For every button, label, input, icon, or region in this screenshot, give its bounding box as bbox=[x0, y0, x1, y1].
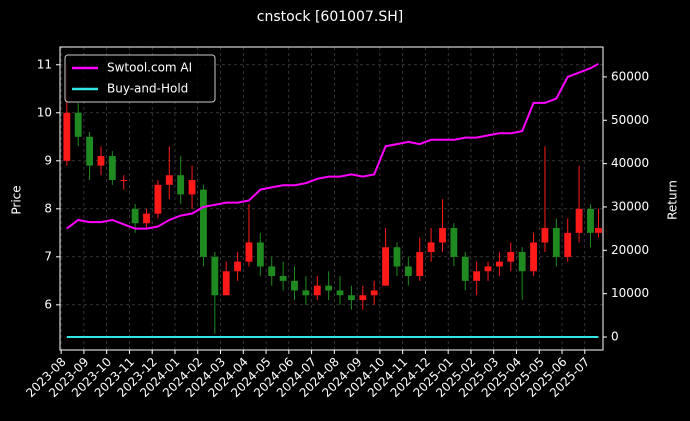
candle-body bbox=[63, 112, 71, 161]
legend-label: Swtool.com AI bbox=[107, 61, 192, 75]
legend-label: Buy-and-Hold bbox=[107, 82, 188, 96]
candle-body bbox=[336, 290, 344, 296]
candle-body bbox=[587, 208, 594, 233]
candle-body bbox=[245, 242, 253, 262]
plot-frame bbox=[59, 46, 604, 351]
candle-body bbox=[359, 295, 367, 301]
y2-tick-label: 20000 bbox=[611, 243, 649, 257]
candle-body bbox=[234, 261, 241, 272]
candle-body bbox=[393, 247, 401, 267]
y2-axis-label: Return bbox=[666, 180, 680, 220]
candle-body bbox=[450, 228, 458, 257]
candle-body bbox=[507, 252, 515, 262]
candle-body bbox=[268, 266, 276, 277]
candle-body bbox=[484, 266, 492, 272]
candle-body bbox=[541, 228, 549, 243]
candle-body bbox=[427, 242, 435, 253]
y2-tick-label: 60000 bbox=[611, 69, 649, 83]
y-axis-label: Price bbox=[10, 185, 24, 214]
line-series bbox=[66, 63, 599, 230]
candle-body bbox=[131, 208, 139, 224]
candle-body bbox=[279, 276, 287, 281]
candle-body bbox=[552, 228, 560, 257]
y2-tick-label: 30000 bbox=[611, 199, 649, 213]
y-tick-label: 7 bbox=[44, 249, 52, 263]
candle-body bbox=[382, 247, 389, 286]
candle-body bbox=[495, 261, 503, 267]
candle-body bbox=[200, 189, 207, 257]
candle-body bbox=[404, 266, 412, 277]
candle-body bbox=[325, 285, 333, 291]
y2-tick-label: 40000 bbox=[611, 156, 649, 170]
candle-body bbox=[473, 271, 481, 281]
candle-body bbox=[575, 208, 583, 233]
candle-body bbox=[302, 290, 310, 296]
y-tick-label: 8 bbox=[44, 201, 52, 215]
candle-body bbox=[86, 136, 94, 166]
candle-body bbox=[530, 242, 537, 272]
candle-body bbox=[211, 256, 219, 296]
candle-body bbox=[97, 156, 105, 166]
candle-body bbox=[177, 175, 185, 195]
legend-box bbox=[64, 54, 216, 103]
candle-body bbox=[518, 252, 526, 272]
candle-body bbox=[461, 256, 469, 281]
candle-body bbox=[165, 175, 173, 185]
chart-title: cnstock [601007.SH] bbox=[257, 9, 403, 25]
candle-body bbox=[595, 228, 602, 233]
candle-body bbox=[74, 112, 82, 137]
y-tick-label: 9 bbox=[44, 153, 52, 167]
candle-body bbox=[564, 232, 572, 257]
candle-body bbox=[222, 271, 230, 296]
y2-tick-label: 50000 bbox=[611, 113, 649, 127]
y2-tick-label: 0 bbox=[611, 329, 619, 343]
y-tick-label: 10 bbox=[37, 105, 52, 119]
candle-body bbox=[108, 156, 116, 181]
candle-body bbox=[291, 280, 298, 291]
candle-body bbox=[313, 285, 321, 296]
y2-tick-label: 10000 bbox=[611, 286, 649, 300]
candle-body bbox=[154, 184, 162, 214]
y-tick-label: 11 bbox=[37, 57, 52, 71]
candle-body bbox=[370, 290, 378, 296]
candle-body bbox=[439, 228, 446, 243]
y-tick-label: 6 bbox=[44, 297, 52, 311]
candle-body bbox=[416, 252, 424, 277]
candle-body bbox=[256, 242, 264, 267]
candle-body bbox=[348, 295, 355, 301]
candle-body bbox=[143, 213, 150, 224]
candle-body bbox=[120, 180, 128, 182]
candle-body bbox=[188, 180, 196, 195]
